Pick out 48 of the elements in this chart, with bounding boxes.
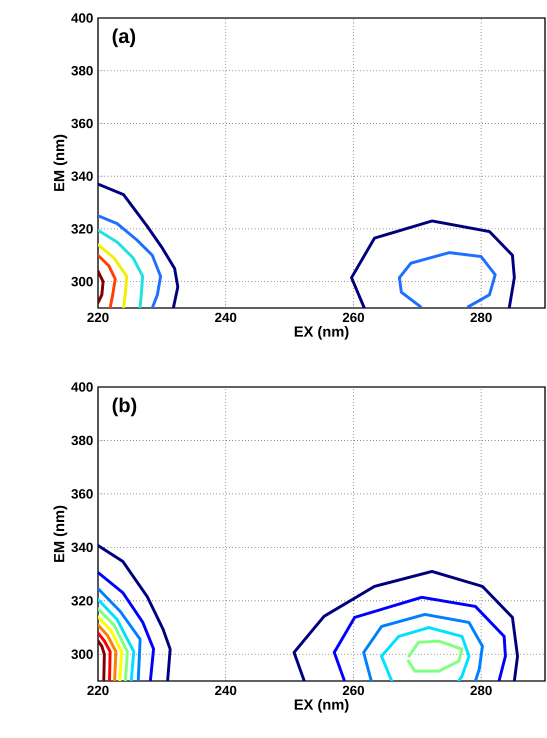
- y-tick-label: 340: [71, 542, 93, 552]
- line-series: [98, 544, 172, 681]
- y-tick-label: 360: [71, 489, 93, 499]
- line-series: [98, 243, 128, 308]
- x-tick-label: 280: [470, 312, 492, 322]
- y-tick-label: 340: [71, 171, 93, 181]
- line-series: [98, 623, 118, 681]
- line-series: [350, 220, 516, 308]
- line-series: [98, 571, 156, 681]
- y-tick-label: 320: [71, 596, 93, 606]
- y-tick-label: 300: [71, 650, 93, 659]
- line-series: [406, 640, 464, 673]
- line-series: [362, 612, 484, 681]
- x-axis-title: EX (nm): [294, 698, 348, 713]
- x-tick-label: 280: [470, 686, 492, 696]
- y-tick-label: 320: [71, 224, 93, 234]
- line-series: [98, 631, 112, 681]
- line-series: [380, 626, 470, 681]
- y-tick-label: 360: [71, 118, 93, 128]
- x-tick-label: 260: [342, 312, 364, 322]
- line-series: [98, 598, 136, 681]
- x-tick-label: 220: [87, 312, 109, 322]
- line-series: [98, 254, 117, 308]
- annotation: (b): [112, 398, 136, 416]
- line-series: [98, 270, 105, 304]
- x-tick-label: 260: [342, 686, 364, 696]
- line-series: [98, 228, 144, 308]
- y-tick-label: 380: [71, 436, 93, 446]
- y-tick-label: 300: [71, 276, 93, 286]
- line-series: [98, 639, 106, 681]
- y-tick-label: 400: [71, 382, 93, 392]
- y-axis-title: EM (nm): [54, 506, 68, 562]
- x-axis-title: EX (nm): [294, 326, 348, 340]
- annotation: (a): [112, 28, 136, 48]
- line-series: [292, 570, 520, 681]
- line-series: [98, 214, 162, 308]
- line-series: [98, 587, 142, 681]
- x-tick-label: 240: [215, 686, 236, 696]
- y-tick-label: 380: [71, 66, 93, 76]
- line-series: [98, 615, 124, 681]
- x-tick-label: 220: [87, 686, 109, 696]
- y-tick-label: 400: [71, 13, 93, 23]
- line-series: [398, 251, 497, 308]
- x-tick-label: 240: [215, 312, 236, 322]
- line-series: [98, 182, 180, 308]
- y-axis-title: EM (nm): [54, 134, 68, 191]
- line-series: [332, 596, 507, 681]
- line-series: [98, 607, 129, 681]
